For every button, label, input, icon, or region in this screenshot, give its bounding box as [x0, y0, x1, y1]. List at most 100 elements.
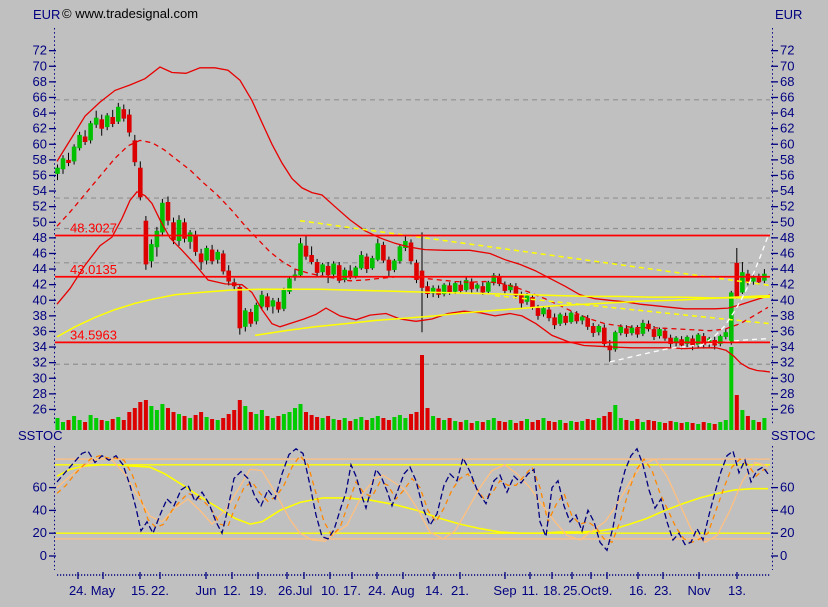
trendline-yellow-upper-line [299, 219, 770, 287]
volume-bar [624, 420, 629, 430]
volume-bar [679, 423, 684, 430]
candle-series [55, 102, 767, 362]
volume-bar [116, 417, 121, 430]
candle-body [613, 332, 618, 350]
candle-body [425, 286, 430, 294]
volume-bar [685, 422, 690, 430]
volume-bar [304, 412, 308, 430]
price-tick-label-right: 36 [780, 323, 794, 338]
candle-body [502, 284, 508, 291]
volume-bar [61, 422, 65, 430]
volume-bar [652, 421, 656, 430]
candle-body [386, 259, 392, 271]
candle-body [110, 117, 115, 124]
stoch-tick-label-left: 60 [33, 480, 47, 495]
candle-body [524, 295, 530, 302]
candle-body [486, 282, 491, 292]
candle-body [66, 159, 71, 163]
price-tick-label-left: 54 [33, 183, 47, 198]
price-tick-label-right: 42 [780, 277, 794, 292]
volume-bar [508, 420, 513, 430]
volume-bar [613, 405, 618, 430]
volume-bar [552, 422, 557, 430]
x-axis-label: 19. [249, 583, 267, 598]
volume-bar [342, 418, 347, 430]
candle-body [447, 285, 452, 293]
volume-bar [72, 416, 77, 430]
volume-bar [226, 414, 231, 430]
candle-body [557, 314, 563, 324]
price-tick-label-right: 44 [780, 261, 794, 276]
candle-body [104, 115, 110, 128]
candle-body [220, 253, 226, 272]
volume-bar [121, 420, 126, 430]
volume-bar [254, 414, 259, 430]
volume-bar [149, 406, 154, 430]
volume-bar [519, 421, 524, 430]
ma-yellow-longer-line [254, 294, 770, 337]
volume-bar [248, 412, 253, 430]
candle-body [530, 297, 535, 308]
volume-bar [143, 400, 148, 430]
candle-body [259, 294, 265, 307]
candle-body [745, 273, 751, 284]
stoch-pane [55, 447, 770, 552]
volume-bar [353, 419, 358, 430]
candle-body [701, 336, 706, 345]
volume-bar [707, 423, 712, 430]
candle-body [381, 244, 386, 261]
candle-body [408, 242, 414, 262]
volume-bar [712, 424, 717, 430]
volume-bar [386, 420, 391, 430]
candle-body [77, 134, 82, 149]
trendline-yellow-lower-line [494, 294, 770, 325]
price-tick-label-left: 56 [33, 167, 47, 182]
candle-body [419, 270, 425, 288]
price-tick-label-right: 60 [780, 136, 794, 151]
candle-body [215, 251, 220, 260]
candle-body [353, 267, 358, 277]
x-axis-label: 24. [69, 583, 87, 598]
price-tick-label-left: 64 [33, 105, 47, 120]
candle-body [607, 345, 613, 351]
candle-body [209, 249, 215, 262]
stoch-panel-title-left: SSTOC [18, 428, 63, 443]
volume-bar [762, 418, 767, 430]
volume-bar [331, 419, 336, 430]
price-pane: 48.3027 43.0135 34.5963 [55, 66, 770, 430]
price-tick-label-left: 44 [33, 261, 47, 276]
x-axis-label: Nov [687, 583, 711, 598]
volume-bar [270, 418, 275, 430]
volume-bar [701, 422, 706, 430]
candle-body [160, 202, 165, 233]
volume-bar [232, 410, 237, 430]
volume-bar [315, 417, 320, 430]
volume-bar [397, 415, 402, 430]
volume-series [55, 347, 767, 430]
volume-bar [276, 416, 281, 430]
volume-bar [431, 416, 436, 430]
volume-bar [569, 421, 574, 430]
x-axis-label: 16. [629, 583, 647, 598]
candle-body [88, 123, 93, 141]
candle-body [668, 337, 673, 344]
price-axis-unit-left: EUR [33, 7, 61, 22]
candle-body [513, 286, 519, 296]
candle-body [243, 310, 248, 327]
x-axis-label: 11. [521, 583, 538, 598]
candle-body [740, 272, 745, 293]
candle-body [602, 327, 607, 344]
candle-body [436, 288, 441, 295]
candle-body [71, 146, 77, 162]
candle-body [392, 260, 397, 270]
volume-bar [166, 408, 170, 430]
volume-bar [602, 416, 607, 430]
x-axis-label: 17. [343, 583, 361, 598]
candle-body [568, 312, 574, 323]
volume-bar [629, 421, 634, 430]
candle-body [508, 284, 513, 291]
volume-bar [77, 420, 82, 430]
x-axis-label: 21. [451, 583, 469, 598]
